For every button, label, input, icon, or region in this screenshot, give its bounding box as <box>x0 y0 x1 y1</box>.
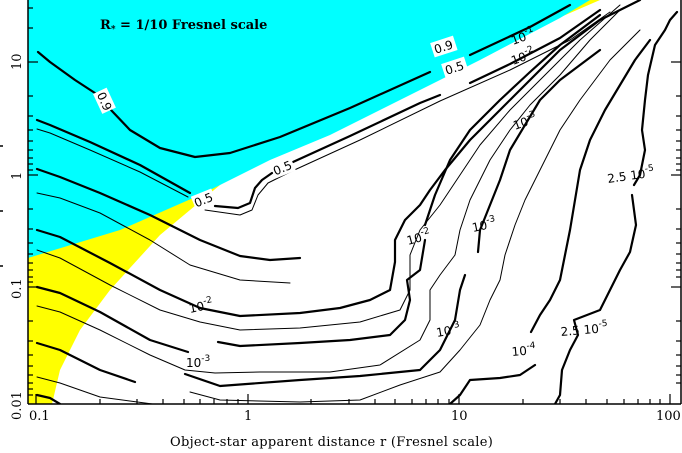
contour-0.9 <box>36 3 572 159</box>
axes <box>0 0 682 405</box>
contour-0.5 <box>213 8 602 210</box>
x-axis-label: Object-star apparent distance r (Fresnel… <box>170 435 493 450</box>
label-1e-3-upper: 10-3 <box>511 109 539 132</box>
x-tick-10: 10 <box>451 409 468 424</box>
label-0.5-b: 0.5 <box>271 158 294 178</box>
contour-1e-2 <box>35 13 602 354</box>
label-0.5-a: 0.5 <box>192 190 215 210</box>
x-tick-0.1: 0.1 <box>29 409 50 424</box>
y-tick-10: 10 <box>10 53 25 70</box>
contours <box>35 0 679 404</box>
chart-title: R* = 1/10 Fresnel scale <box>100 18 267 35</box>
label-0.9-right: 0.9 <box>432 38 454 57</box>
contour-1e-4 <box>35 393 62 404</box>
contour-1e-3 <box>35 48 602 388</box>
y-tick-1: 1 <box>10 172 25 180</box>
label-1e-4: 10-4 <box>511 341 537 359</box>
x-tick-1: 1 <box>244 409 252 424</box>
y-tick-0.01: 0.01 <box>10 391 25 420</box>
label-1e-3-mid: 10-3 <box>435 320 462 340</box>
label-1e-2-upper: 10-2 <box>509 44 537 67</box>
label-0.5-c: 0.5 <box>443 59 465 78</box>
label-1e-1: 10-1 <box>509 24 537 47</box>
label-2.5e-5-lower: 2.5 10-5 <box>560 319 609 339</box>
contour-2.5e-5 <box>553 10 679 404</box>
label-2.5e-5-upper: 2.5 10-5 <box>606 164 655 186</box>
label-1e-2-mid: 10-2 <box>405 226 433 248</box>
label-1e-3-right: 10-3 <box>470 214 497 235</box>
y-tick-0.1: 0.1 <box>10 278 25 299</box>
plot-area: 0.9 0.9 0.5 0.5 0.5 10-1 10-2 <box>28 0 679 404</box>
label-1e-3-left: 10-3 <box>186 354 210 370</box>
label-1e-2-left: 10-2 <box>187 295 214 316</box>
x-tick-100: 100 <box>656 409 681 424</box>
